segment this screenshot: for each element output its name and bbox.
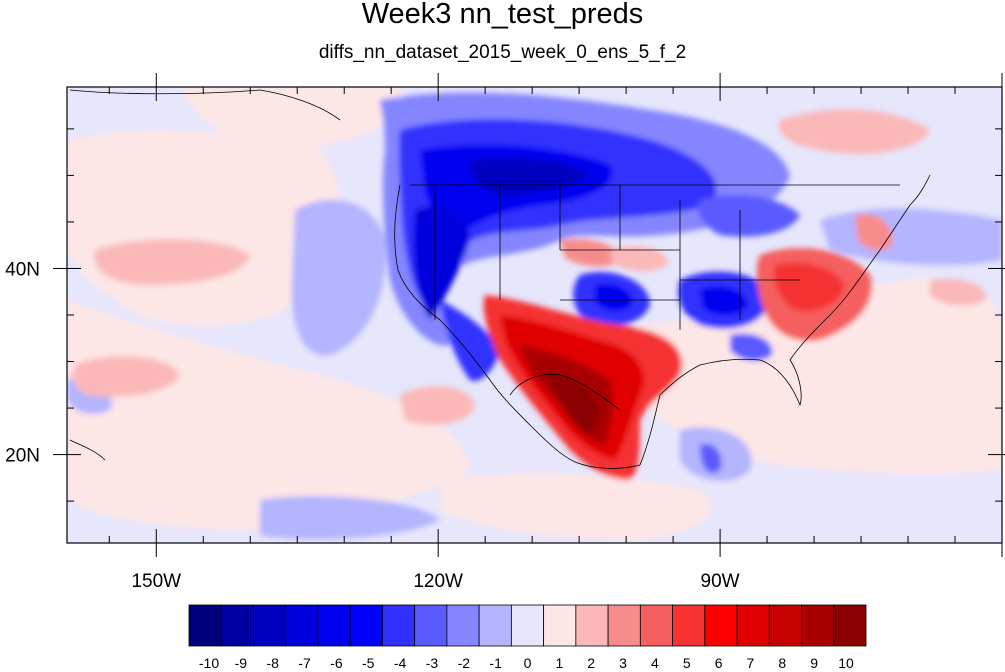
colorbar-swatch	[672, 604, 706, 647]
x-tick-label: 120W	[413, 571, 463, 592]
colorbar-swatch	[220, 604, 254, 647]
colorbar-label: -5	[362, 655, 375, 671]
colorbar-label: 5	[683, 655, 691, 671]
colorbar-label: 10	[838, 655, 854, 671]
x-tick-label: 90W	[701, 571, 740, 592]
colorbar-label: -2	[458, 655, 471, 671]
colorbar-label: -9	[235, 655, 248, 671]
colorbar-swatch	[639, 604, 673, 647]
coastlines	[69, 89, 931, 469]
colorbar-swatch	[414, 604, 448, 647]
colorbar-label: -1	[489, 655, 502, 671]
data-field	[67, 87, 1002, 543]
colorbar-swatch	[317, 604, 351, 647]
colorbar-swatch	[253, 604, 287, 647]
colorbar-swatch	[833, 604, 867, 647]
map-subtitle: diffs_nn_dataset_2015_week_0_ens_5_f_2	[318, 42, 687, 63]
map-title: Week3 nn_test_preds	[361, 0, 644, 30]
colorbar-swatch	[285, 604, 319, 647]
colorbar: -10 -9 -8 -7 -6 -5 -4 -3 -2 -1 0 1 2 3 4 5 6 7 8 9 10	[188, 604, 867, 671]
colorbar-label: -4	[394, 655, 407, 671]
colorbar-label: 3	[619, 655, 627, 671]
colorbar-label: -7	[298, 655, 311, 671]
colorbar-swatch	[575, 604, 609, 647]
colorbar-label: -8	[266, 655, 279, 671]
colorbar-label: -6	[330, 655, 343, 671]
colorbar-swatch	[478, 604, 512, 647]
colorbar-swatch	[768, 604, 802, 647]
colorbar-label: 1	[555, 655, 563, 671]
colorbar-swatch	[704, 604, 738, 647]
colorbar-label: 6	[715, 655, 723, 671]
colorbar-label: -10	[199, 655, 219, 671]
colorbar-swatch	[188, 604, 222, 647]
colorbar-swatch	[510, 604, 545, 647]
colorbar-label: 4	[651, 655, 659, 671]
colorbar-swatch	[607, 604, 641, 647]
colorbar-label: 0	[524, 655, 532, 671]
colorbar-swatch	[736, 604, 770, 647]
y-tick-label: 40N	[5, 259, 40, 280]
y-tick-label: 20N	[5, 446, 40, 467]
colorbar-swatch	[801, 604, 835, 647]
colorbar-label: 2	[587, 655, 595, 671]
axes: 150W 120W 90W 40N 20N	[5, 73, 1005, 592]
x-tick-label: 150W	[131, 571, 181, 592]
colorbar-swatch	[543, 604, 577, 647]
colorbar-label: 8	[778, 655, 786, 671]
colorbar-label: 7	[747, 655, 755, 671]
colorbar-swatch	[446, 604, 480, 647]
colorbar-label: -3	[426, 655, 439, 671]
colorbar-swatch	[349, 604, 383, 647]
colorbar-swatch	[382, 604, 416, 647]
colorbar-label: 9	[810, 655, 818, 671]
